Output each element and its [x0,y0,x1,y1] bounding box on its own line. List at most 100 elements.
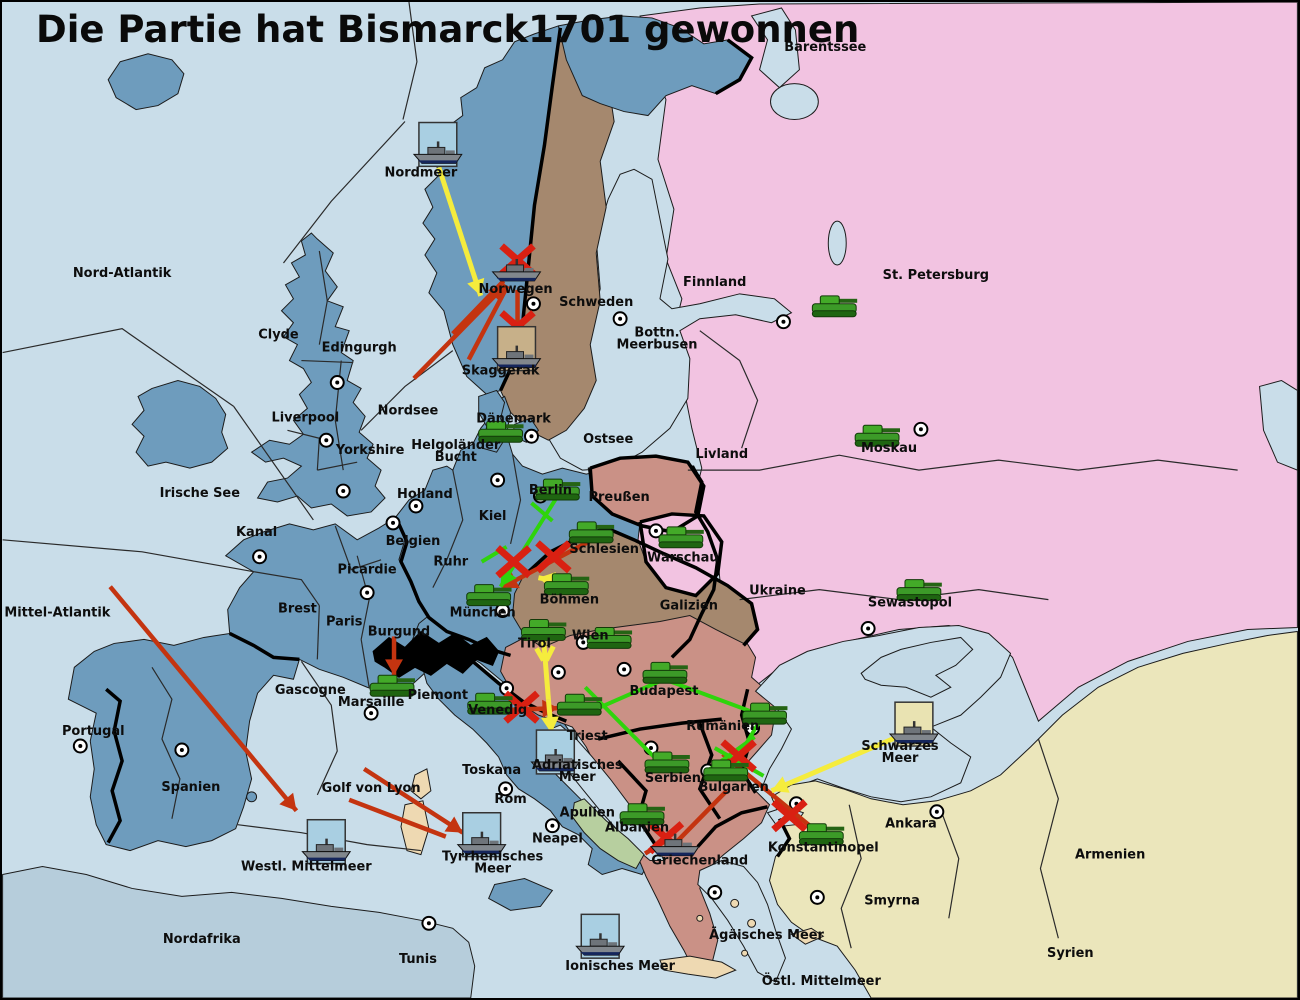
fleet-unit[interactable] [491,325,542,372]
map-shape: Gascogne [275,683,346,698]
army-unit[interactable] [556,693,603,716]
map-shape [589,938,608,947]
supply-center-dot [913,421,929,437]
map-shape [253,571,320,606]
province-label: Clyde [258,328,299,343]
army-unit[interactable] [798,823,845,846]
map-shape: Tyrrhenisches [442,850,543,865]
map-shape [400,800,430,856]
map-shape [491,696,513,701]
map-shape: Böhmen [540,593,599,608]
supply-center-dot [329,375,345,390]
map-shape [747,918,757,928]
army-unit[interactable] [896,579,942,602]
map-shape [504,686,509,691]
map-shape [815,895,820,900]
map-shape [436,141,440,150]
fleet-unit[interactable] [301,818,352,865]
map-shape [426,921,431,926]
map-shape [78,744,83,749]
map-shape [466,284,510,361]
province-label: Kiel [479,509,507,524]
fleet-unit[interactable] [888,701,939,747]
province-label: Yorkshire [335,443,405,458]
army-unit[interactable] [466,584,512,607]
army-unit[interactable] [478,420,524,443]
fleet-unit[interactable] [491,258,542,282]
map-shape: Nord-Atlantik [73,266,172,281]
province-label: Picardie [338,563,397,578]
map-shape [543,588,589,596]
army-unit[interactable] [811,295,858,318]
army-unit[interactable] [644,751,690,774]
supply-center-dot [860,621,876,636]
province-label: Venedig [468,703,527,718]
map-shape [417,160,458,164]
map-shape [934,809,939,814]
map-shape [649,746,653,750]
map-shape [107,53,185,111]
army-unit[interactable] [568,521,615,544]
map-shape [228,631,300,662]
supply-center-dot [318,432,334,448]
map-shape [541,716,559,734]
map-shape [451,279,506,336]
map-shape [471,837,490,846]
map-shape: Berlin [529,483,572,498]
army-unit[interactable] [742,702,788,725]
map-shape [611,630,633,635]
map-shape [324,438,329,443]
map-shape: Meer [882,751,919,766]
map-shape [478,435,524,443]
army-unit[interactable] [534,478,581,501]
supply-center-dot [929,804,945,820]
map-shape [644,766,690,774]
army-unit[interactable] [703,759,749,782]
map-shape [854,439,900,447]
supply-center-dot [809,889,825,905]
province-label: Warschau [647,551,718,566]
map-shape [666,665,688,670]
map-shape: Helgoländer [411,438,501,453]
map-shape [131,379,229,469]
army-unit[interactable] [467,692,513,715]
fleet-unit[interactable] [649,833,700,857]
map-shape: Triest [567,729,608,744]
map-shape [668,754,690,759]
fleet-unit[interactable] [575,913,626,959]
map-shape [436,166,484,297]
failed-order-x [495,545,532,579]
map-shape [918,427,923,432]
army-unit[interactable] [369,674,415,697]
army-unit[interactable] [658,526,704,549]
map-shape [790,927,825,945]
province-label: Berlin [529,483,572,498]
fleet-unit[interactable] [530,729,581,775]
map-shape: Finnland [683,275,746,290]
sea-label: Bottn. Meerbusen [616,326,697,353]
province-label: Rom [494,792,526,807]
map-shape [282,121,406,264]
fleet-unit[interactable] [412,121,463,168]
map-shape: Brest [278,602,317,617]
army-unit[interactable] [854,424,900,447]
army-unit[interactable] [521,619,567,641]
army-unit[interactable] [619,803,665,826]
map-shape [490,587,512,592]
army-unit[interactable] [543,573,590,596]
army-unit[interactable] [642,661,688,684]
fleet-unit[interactable] [456,811,507,858]
map-shape [920,582,942,587]
map-shape [699,330,759,449]
map-shape [535,767,576,771]
map-shape [334,847,344,852]
supply-center-dot [550,664,566,680]
supply-center-dot [363,705,379,721]
map-shape [568,536,614,544]
map-shape: Venedig [468,703,527,718]
map-shape [432,470,464,588]
army-unit[interactable] [586,626,633,649]
map-shape: Golf von Lyon [322,781,421,796]
